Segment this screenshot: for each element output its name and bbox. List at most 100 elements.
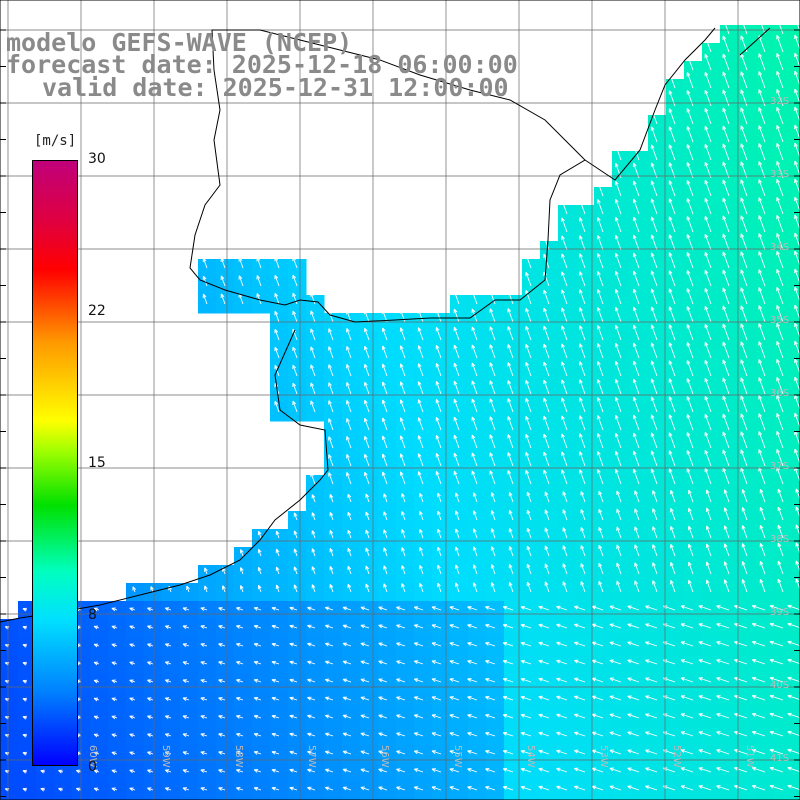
wave-cell [738,763,757,782]
wave-cell [648,241,667,260]
wave-cell [288,547,307,566]
wind-arrow [704,269,712,287]
wave-cell [630,277,649,296]
wave-cell [450,583,469,602]
wind-arrow [597,343,604,359]
wave-cell [324,367,343,386]
wave-cell [288,565,307,584]
wind-arrow [328,346,334,359]
wave-cell [612,529,631,548]
wind-arrow [525,253,532,269]
wind-arrow [311,566,316,575]
wind-arrow [579,451,586,467]
wave-cell [558,331,577,350]
wave-cell [450,385,469,404]
wave-cell [792,385,800,404]
wave-cell [738,475,757,494]
coastline-south [0,329,329,623]
wind-arrow [111,607,118,612]
wave-cell [504,565,523,584]
wave-cell [756,763,775,782]
wave-cell [720,349,739,368]
wave-cell [612,367,631,386]
wind-arrow [449,660,460,665]
wave-cell [414,565,433,584]
wind-arrow [257,530,262,539]
wind-arrow [686,234,694,251]
wave-cell [378,385,397,404]
wind-arrow [544,509,550,521]
wave-cell [360,565,379,584]
wave-cell [198,619,217,638]
wave-cell [540,241,559,260]
wind-arrow [111,697,118,702]
wind-arrow [453,416,460,431]
wave-cell [522,619,541,638]
wave-cell [288,781,307,800]
wind-arrow [668,252,676,269]
wave-cell [126,601,145,620]
wind-arrow [723,561,730,575]
wave-cell [648,529,667,548]
wave-cell [540,583,559,602]
wind-arrow [471,398,478,413]
wave-cell [702,781,721,800]
wind-arrow [632,234,640,251]
wind-arrow [579,397,586,413]
wind-arrow [182,679,190,683]
wave-cell [504,709,523,728]
wind-arrow [650,468,658,485]
wind-arrow [147,769,154,774]
wave-cell [342,511,361,530]
wind-arrow [307,696,316,701]
wave-cell [738,529,757,548]
wave-cell [594,493,613,512]
wind-arrow [489,380,496,395]
wind-arrow [437,528,442,539]
wave-cell [684,637,703,656]
wind-arrow [580,491,586,503]
wave-cell [360,655,379,674]
wave-cell [702,259,721,278]
wave-cell [684,385,703,404]
wind-arrow [218,733,226,737]
wind-arrow [508,545,514,557]
wind-arrow [360,660,370,665]
wave-cell [540,637,559,656]
wave-cell [378,493,397,512]
wave-cell [576,709,595,728]
wave-cell [378,619,397,638]
wind-arrow [413,714,424,719]
wind-arrow [777,488,784,503]
wind-arrow [346,436,352,449]
lon-label: 53W [598,745,609,768]
wave-cell [648,439,667,458]
wave-cell [756,781,775,800]
wind-arrow [93,625,100,630]
colorbar-tick-22: 22 [88,303,106,319]
wind-arrow [680,659,694,665]
wind-arrow [520,677,532,683]
wind-arrow [507,344,514,359]
wind-arrow [680,767,694,773]
wave-cell [450,295,469,314]
wave-cell [756,79,775,98]
wind-arrow [579,361,586,377]
wind-arrow [716,731,730,737]
wave-cell [36,763,55,782]
wind-arrow [307,678,316,683]
wind-arrow [471,344,478,359]
wave-cell [288,691,307,710]
wind-arrow [740,233,748,251]
wind-arrow [236,679,244,683]
wave-cell [144,727,163,746]
wind-arrow [769,676,784,683]
wave-cell [432,547,451,566]
wave-cell [576,511,595,530]
wave-cell [774,727,793,746]
wind-arrow [580,563,586,575]
wave-cell [576,745,595,764]
wave-cell [360,529,379,548]
wind-arrow [147,643,154,648]
wave-cell [288,673,307,692]
